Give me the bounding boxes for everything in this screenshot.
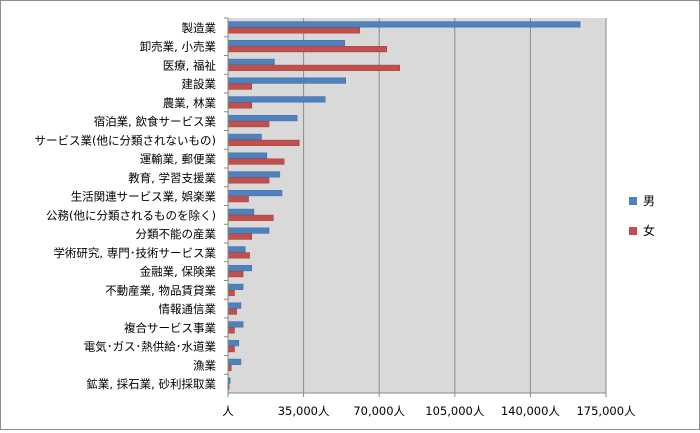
bar-female [227, 327, 235, 334]
y-tick-label: 宿泊業, 飲食サービス業 [94, 115, 217, 129]
bar-male [227, 40, 345, 47]
y-tick-label: 公務(他に分類されるものを除く) [46, 208, 216, 222]
y-tick-label: 建設業 [182, 77, 217, 91]
bar-female [227, 271, 244, 278]
y-tick-label: サービス業(他に分類されないもの) [35, 133, 216, 147]
legend-label-male: 男 [643, 194, 655, 208]
x-tick-label: 35,000人 [278, 404, 330, 418]
plot-area [228, 18, 606, 393]
y-tick-label: 漁業 [193, 358, 216, 372]
bar-male [227, 21, 581, 28]
bar-male [227, 283, 244, 290]
y-tick-label: 不動産業, 物品賃貸業 [105, 283, 216, 297]
y-tick-label: 電気･ガス･熱供給･水道業 [84, 340, 217, 354]
y-tick-label: 複合サービス事業 [124, 321, 216, 335]
bar-female [227, 139, 300, 146]
bar-female [227, 214, 274, 221]
bar-female [227, 121, 270, 128]
bar-male [227, 208, 255, 215]
bar-male [227, 340, 240, 347]
y-tick-label: 運輸業, 郵便業 [140, 152, 217, 166]
bar-male [227, 302, 242, 309]
y-tick-label: 分類不能の産業 [136, 227, 217, 241]
x-tick-label: 70,000人 [353, 404, 405, 418]
x-tick-label: 140,000人 [501, 404, 561, 418]
x-tick-label: 175,000人 [576, 404, 636, 418]
bar-female [227, 252, 250, 259]
bar-male [227, 321, 244, 328]
y-tick-label: 鉱業, 採石業, 砂利採取業 [86, 377, 216, 391]
y-tick-label: 農業, 林業 [163, 96, 217, 110]
bar-female [227, 289, 235, 296]
bar-male [227, 133, 262, 140]
bar-male [227, 115, 298, 122]
bar-female [227, 64, 400, 71]
bar-male [227, 152, 268, 159]
x-tick-label: 人 [222, 404, 234, 418]
bar-female [227, 233, 253, 240]
bar-female [227, 102, 253, 109]
bar-female [227, 158, 285, 165]
bar-male [227, 246, 246, 253]
bar-male [227, 227, 270, 234]
bar-male [227, 77, 346, 84]
y-tick-label: 金融業, 保険業 [140, 265, 217, 279]
bar-female [227, 83, 253, 90]
bar-male [227, 265, 253, 272]
bar-female [227, 308, 237, 315]
y-tick-label: 教育, 学習支援業 [128, 171, 216, 185]
y-tick-label: 製造業 [182, 21, 217, 35]
bar-male [227, 58, 275, 65]
bar-male [227, 96, 326, 103]
y-tick-label: 学術研究, 専門･技術サービス業 [53, 246, 216, 260]
legend-label-female: 女 [643, 223, 655, 238]
legend-swatch-male [629, 197, 637, 205]
x-tick-label: 105,000人 [425, 404, 485, 418]
legend-swatch-female [629, 227, 637, 235]
y-tick-label: 卸売業, 小売業 [140, 40, 217, 54]
y-tick-label: 医療, 福祉 [163, 58, 217, 72]
bar-male [227, 358, 242, 365]
bar-female [227, 46, 388, 53]
bar-female [227, 196, 249, 203]
bar-male [227, 190, 283, 197]
bar-female [227, 177, 270, 184]
bar-male [227, 171, 281, 178]
y-tick-label: 生活関連サービス業, 娯楽業 [71, 190, 217, 204]
y-tick-label: 情報通信業 [159, 302, 217, 316]
bar-female [227, 27, 361, 34]
bar-female [227, 346, 235, 353]
